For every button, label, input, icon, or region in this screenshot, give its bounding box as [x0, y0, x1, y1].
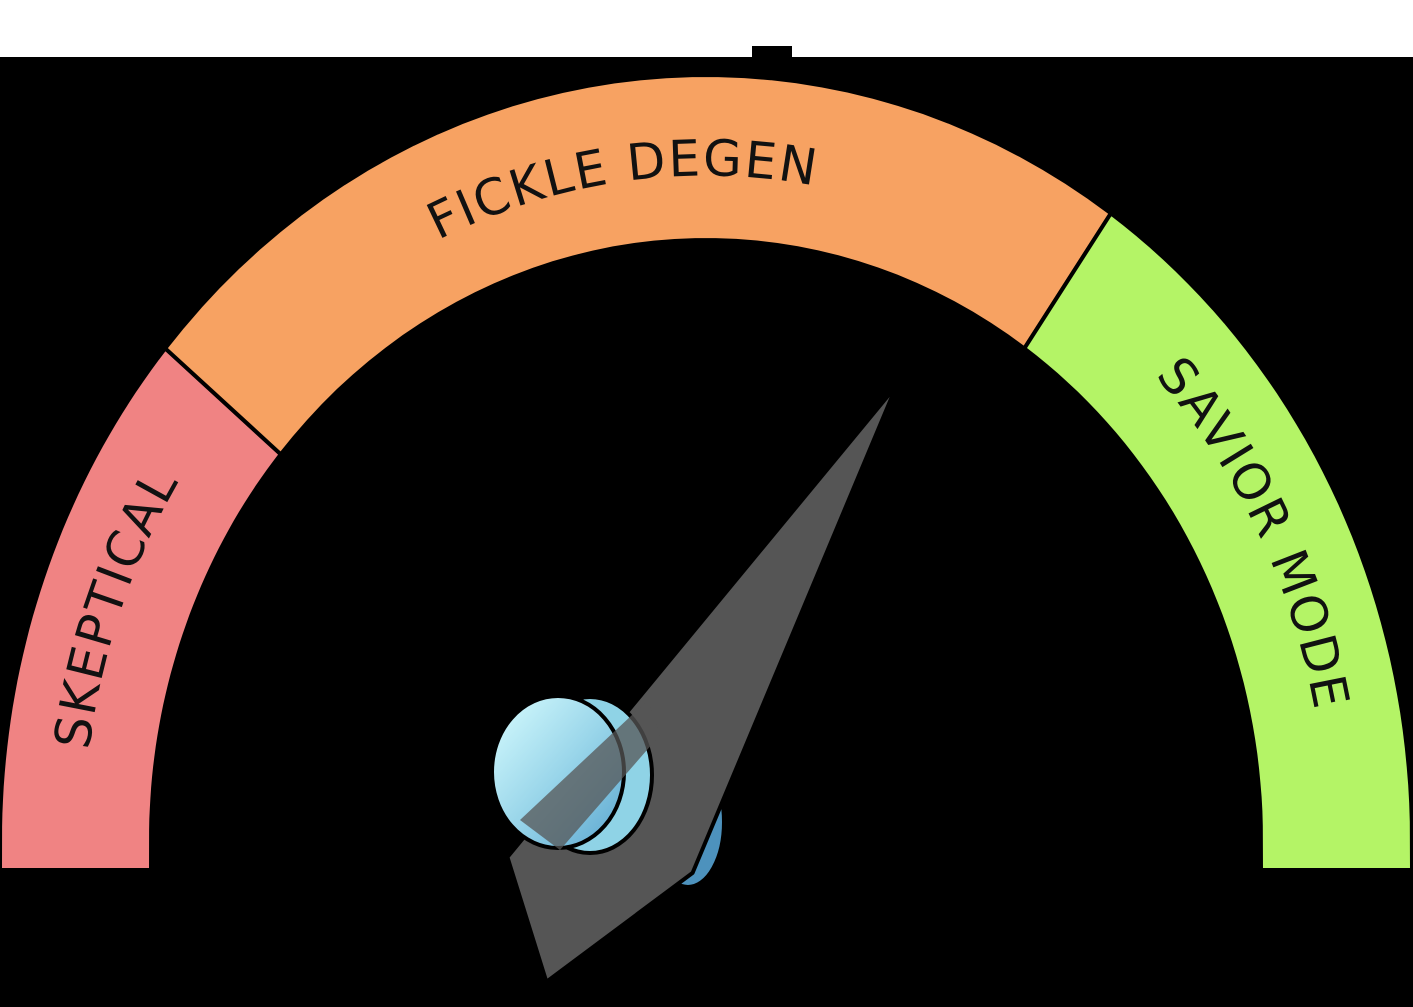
- needle-overlay-icon: [520, 700, 660, 850]
- needle: [490, 383, 899, 984]
- segment-savior-mode: [1021, 210, 1413, 872]
- top-notch: [752, 46, 792, 60]
